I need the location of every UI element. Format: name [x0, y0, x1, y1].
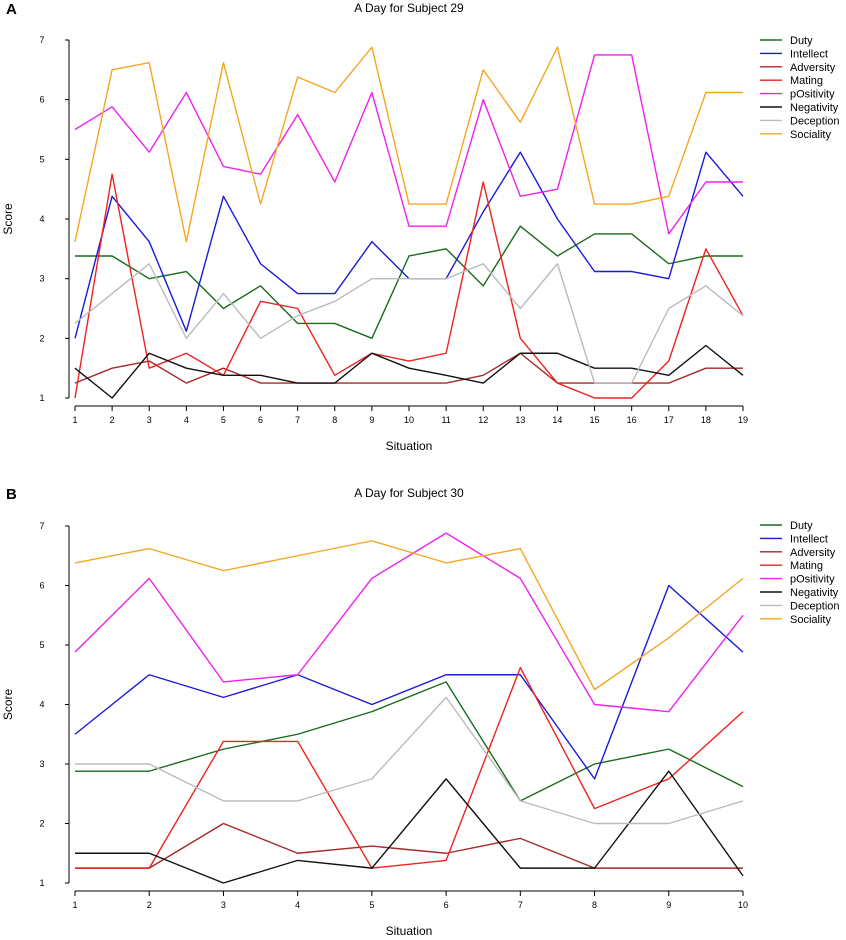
- chart-panel-b: B A Day for Subject 30 1 2 3 4 5 6 7 1 2 3 4 5 6 7 8 9 10 S…: [1, 486, 840, 938]
- legend-label-intellect: Intellect: [790, 48, 828, 60]
- series-line-deception: [74, 263, 744, 384]
- legend-label-sociality: Sociality: [790, 614, 831, 626]
- legend-label-negativity: Negativity: [790, 587, 839, 599]
- panel-label: A: [6, 1, 17, 18]
- legend-label-intellect: Intellect: [790, 533, 828, 545]
- x-tick-label: 17: [664, 415, 674, 425]
- x-tick-label: 1: [72, 900, 77, 910]
- x-tick-label: 8: [332, 415, 337, 425]
- x-tick-label: 3: [221, 900, 226, 910]
- x-tick-label: 14: [552, 415, 562, 425]
- legend-label-deception: Deception: [790, 600, 840, 612]
- series-line-duty: [75, 681, 744, 802]
- x-tick-label: 8: [592, 900, 597, 910]
- series-line-negativity: [74, 344, 744, 399]
- x-tick-label: 10: [404, 415, 414, 425]
- series-line-positivity: [74, 54, 743, 235]
- x-tick-label: 19: [738, 415, 748, 425]
- x-tick-label: 9: [369, 415, 374, 425]
- y-tick-label: 7: [39, 521, 44, 531]
- x-tick-label: 12: [478, 415, 488, 425]
- panel-label: B: [6, 486, 17, 503]
- x-tick-label: 2: [110, 415, 115, 425]
- y-tick-label: 2: [39, 819, 44, 829]
- x-tick-label: 5: [369, 900, 374, 910]
- y-tick-label: 5: [39, 640, 44, 650]
- legend-label-adversity: Adversity: [790, 62, 836, 74]
- x-tick-label: 7: [295, 415, 300, 425]
- series-line-intellect: [74, 151, 744, 339]
- x-tick-label: 3: [147, 415, 152, 425]
- series-line-intellect: [74, 584, 744, 780]
- y-tick-label: 2: [39, 333, 44, 343]
- legend-label-sociality: Sociality: [790, 129, 831, 141]
- legend-label-positivity: pOsitivity: [790, 89, 835, 101]
- series-line-adversity: [75, 822, 743, 869]
- x-tick-label: 10: [738, 900, 748, 910]
- x-tick-label: 5: [221, 415, 226, 425]
- x-tick-label: 4: [184, 415, 189, 425]
- y-axis-label: Score: [1, 689, 15, 721]
- x-tick-label: 16: [627, 415, 637, 425]
- legend-label-duty: Duty: [790, 35, 813, 47]
- series-line-deception: [75, 696, 744, 825]
- y-tick-label: 1: [39, 393, 44, 403]
- legend-label-positivity: pOsitivity: [790, 574, 835, 586]
- y-tick-label: 6: [39, 95, 44, 105]
- x-axis-label: Situation: [386, 924, 433, 938]
- legend-label-mating: Mating: [790, 75, 823, 87]
- legend-label-mating: Mating: [790, 560, 823, 572]
- x-axis-label: Situation: [386, 439, 433, 453]
- x-tick-label: 13: [515, 415, 525, 425]
- y-tick-label: 6: [39, 581, 44, 591]
- x-tick-label: 6: [444, 900, 449, 910]
- y-tick-label: 5: [39, 154, 44, 164]
- chart-title: A Day for Subject 29: [354, 1, 464, 15]
- y-tick-label: 3: [39, 274, 44, 284]
- legend-label-adversity: Adversity: [790, 547, 836, 559]
- x-tick-label: 11: [441, 415, 450, 425]
- x-tick-label: 2: [147, 900, 152, 910]
- legend-label-negativity: Negativity: [790, 102, 839, 114]
- x-tick-label: 4: [295, 900, 300, 910]
- y-tick-label: 4: [39, 700, 44, 710]
- x-tick-label: 7: [518, 900, 523, 910]
- series-line-sociality: [74, 540, 744, 691]
- y-axis-label: Score: [1, 203, 15, 235]
- series-line-sociality: [74, 46, 743, 243]
- series-line-mating: [75, 666, 744, 869]
- y-tick-label: 1: [39, 878, 44, 888]
- x-tick-label: 6: [258, 415, 263, 425]
- legend-label-deception: Deception: [790, 115, 840, 127]
- legend-label-duty: Duty: [790, 520, 813, 532]
- chart-title: A Day for Subject 30: [354, 486, 464, 500]
- x-tick-label: 15: [590, 415, 600, 425]
- series-line-positivity: [74, 532, 744, 713]
- series-line-negativity: [75, 770, 744, 884]
- y-tick-label: 3: [39, 759, 44, 769]
- y-tick-label: 7: [39, 35, 44, 45]
- series-line-mating: [74, 173, 744, 399]
- x-tick-label: 1: [72, 415, 77, 425]
- series-line-duty: [75, 225, 743, 340]
- y-tick-label: 4: [39, 214, 44, 224]
- x-tick-label: 18: [701, 415, 711, 425]
- x-tick-label: 9: [666, 900, 671, 910]
